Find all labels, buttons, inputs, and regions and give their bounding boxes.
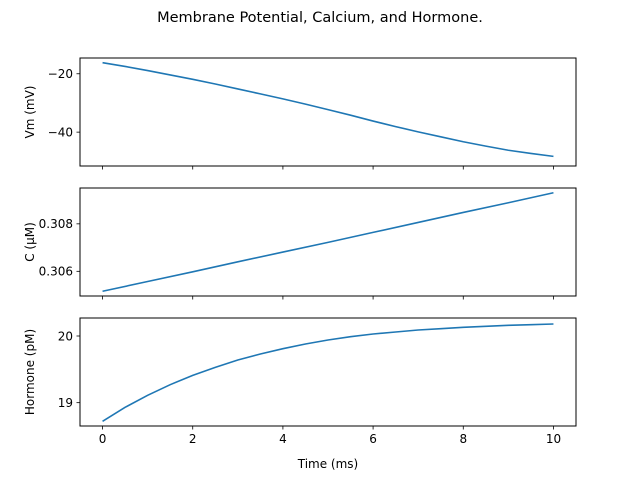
y-axis-label-3: Hormone (pM) — [23, 329, 37, 415]
y-axis-label-1: Vm (mV) — [23, 86, 37, 139]
y-tick-label: 20 — [58, 329, 73, 343]
series-line-3 — [102, 323, 554, 423]
x-tick-label: 10 — [546, 432, 561, 446]
series-line-1 — [102, 61, 554, 158]
y-tick-label: 0.308 — [39, 217, 73, 231]
chart-title: Membrane Potential, Calcium, and Hormone… — [157, 10, 483, 26]
y-tick-label: 0.306 — [39, 265, 73, 279]
x-tick-label: 4 — [279, 432, 287, 446]
series-line-2 — [102, 191, 554, 293]
plot-frame — [79, 317, 577, 427]
y-tick-label: −40 — [48, 125, 73, 139]
x-axis-label: Time (ms) — [297, 457, 359, 471]
x-tick-label: 2 — [189, 432, 197, 446]
plot-frame — [79, 187, 577, 297]
x-tick-label: 6 — [369, 432, 377, 446]
plot-frame — [79, 57, 577, 167]
subplot-1: −20 −40 Vm (mV) — [23, 57, 577, 170]
y-axis-label-2: C (μM) — [23, 222, 37, 262]
x-tick-label: 0 — [99, 432, 107, 446]
x-tick-label: 8 — [459, 432, 467, 446]
subplot-3: 19 20 0 2 4 6 8 10 Hormone (pM) — [23, 317, 577, 446]
y-tick-label: −20 — [48, 67, 73, 81]
y-tick-label: 19 — [58, 396, 73, 410]
